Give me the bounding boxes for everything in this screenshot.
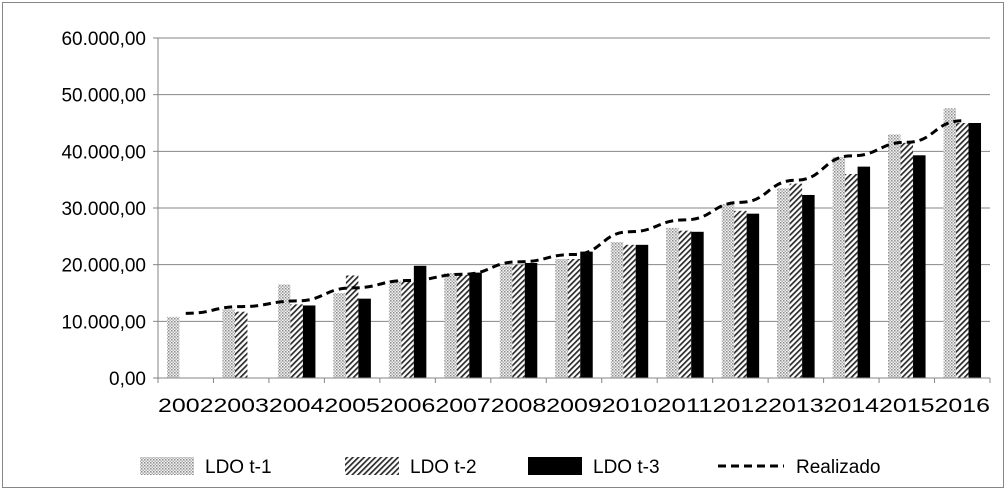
legend-label-realizado: Realizado xyxy=(796,457,881,478)
bar-ldo-t-3 xyxy=(857,166,871,378)
x-tick-label: 2010 xyxy=(602,396,657,417)
bar-ldo-t-1 xyxy=(721,204,735,378)
bar-ldo-t-1 xyxy=(943,108,957,379)
legend-label-ldo-t-1: LDO t-1 xyxy=(205,457,272,478)
bar-ldo-t-1 xyxy=(444,273,457,378)
bar-ldo-t-2 xyxy=(900,142,914,378)
bar-ldo-t-3 xyxy=(358,298,371,378)
y-tick-label: 60.000,00 xyxy=(61,29,146,50)
bar-ldo-t-2 xyxy=(345,275,359,378)
x-tick-label: 2003 xyxy=(213,396,268,417)
x-tick-label: 2002 xyxy=(158,396,213,417)
bar-ldo-t-3 xyxy=(302,305,316,378)
bar-ldo-t-3 xyxy=(746,213,760,378)
y-tick-label: 30.000,00 xyxy=(61,199,146,220)
y-tick-label: 10.000,00 xyxy=(61,312,146,333)
bar-ldo-t-1 xyxy=(166,316,180,378)
legend-label-ldo-t-3: LDO t-3 xyxy=(593,457,660,478)
bar-ldo-t-2 xyxy=(290,304,303,378)
y-tick-label: 50.000,00 xyxy=(61,86,146,107)
bar-ldo-t-1 xyxy=(832,157,846,378)
bar-ldo-t-2 xyxy=(956,123,969,378)
legend-swatch-ldo-t-1 xyxy=(140,457,194,475)
bar-ldo-t-3 xyxy=(913,155,926,378)
bar-ldo-t-3 xyxy=(413,265,427,378)
legend-label-ldo-t-2: LDO t-2 xyxy=(410,457,477,478)
bar-ldo-t-2 xyxy=(623,244,636,378)
bar-ldo-t-3 xyxy=(635,244,649,378)
bar-ldo-t-1 xyxy=(222,309,235,378)
x-tick-label: 2013 xyxy=(768,396,823,417)
bar-ldo-t-1 xyxy=(777,188,790,378)
x-tick-label: 2015 xyxy=(879,396,934,417)
y-tick-label: 0,00 xyxy=(109,369,146,390)
bar-ldo-t-1 xyxy=(388,280,402,378)
x-tick-label: 2007 xyxy=(435,396,490,417)
bar-ldo-t-2 xyxy=(401,281,414,378)
bar-ldo-t-1 xyxy=(610,242,624,378)
bar-ldo-t-2 xyxy=(734,210,747,378)
bar-ldo-t-1 xyxy=(277,284,291,378)
bar-ldo-t-1 xyxy=(555,259,568,378)
bar-ldo-t-3 xyxy=(802,194,815,378)
bar-ldo-t-1 xyxy=(499,265,513,378)
bar-ldo-t-3 xyxy=(580,251,593,378)
bar-ldo-t-2 xyxy=(456,274,470,378)
legend-swatch-ldo-t-2 xyxy=(345,457,399,475)
x-tick-label: 2009 xyxy=(546,396,601,417)
bar-ldo-t-3 xyxy=(691,231,704,378)
x-tick-label: 2014 xyxy=(824,396,880,417)
bar-ldo-t-2 xyxy=(234,311,248,378)
bar-ldo-t-3 xyxy=(524,262,538,378)
x-tick-label: 2008 xyxy=(491,396,546,417)
bar-ldo-t-3 xyxy=(469,272,482,378)
bar-ldo-t-1 xyxy=(333,293,346,378)
bar-ldo-t-1 xyxy=(666,227,679,378)
x-tick-label: 2004 xyxy=(269,396,325,417)
x-tick-label: 2012 xyxy=(713,396,768,417)
bar-ldo-t-2 xyxy=(512,264,525,378)
x-tick-label: 2011 xyxy=(657,396,712,417)
legend-swatch-ldo-t-3 xyxy=(528,457,582,475)
bar-ldo-t-2 xyxy=(789,183,803,378)
x-tick-label: 2006 xyxy=(380,396,435,417)
bar-ldo-t-2 xyxy=(678,230,692,378)
bar-ldo-t-2 xyxy=(845,174,858,378)
y-tick-label: 20.000,00 xyxy=(61,256,146,277)
bar-ldo-t-2 xyxy=(567,259,581,378)
series-line-realizado xyxy=(185,119,963,315)
x-tick-label: 2016 xyxy=(935,396,990,417)
x-tick-label: 2005 xyxy=(324,396,379,417)
bar-ldo-t-3 xyxy=(968,123,982,378)
bar-ldo-t-1 xyxy=(888,134,901,378)
y-tick-label: 40.000,00 xyxy=(61,142,146,163)
